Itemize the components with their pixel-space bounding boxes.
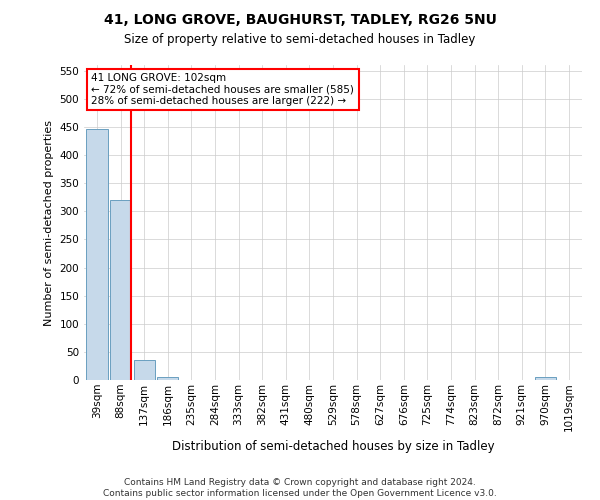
Text: 41 LONG GROVE: 102sqm
← 72% of semi-detached houses are smaller (585)
28% of sem: 41 LONG GROVE: 102sqm ← 72% of semi-deta… bbox=[91, 73, 355, 106]
Y-axis label: Number of semi-detached properties: Number of semi-detached properties bbox=[44, 120, 54, 326]
Bar bbox=[535, 377, 556, 380]
Bar bbox=[134, 360, 155, 380]
Text: Size of property relative to semi-detached houses in Tadley: Size of property relative to semi-detach… bbox=[124, 32, 476, 46]
X-axis label: Distribution of semi-detached houses by size in Tadley: Distribution of semi-detached houses by … bbox=[172, 440, 494, 452]
Bar bbox=[110, 200, 131, 380]
Bar bbox=[86, 128, 107, 380]
Bar bbox=[157, 377, 178, 380]
Text: Contains HM Land Registry data © Crown copyright and database right 2024.
Contai: Contains HM Land Registry data © Crown c… bbox=[103, 478, 497, 498]
Text: 41, LONG GROVE, BAUGHURST, TADLEY, RG26 5NU: 41, LONG GROVE, BAUGHURST, TADLEY, RG26 … bbox=[104, 12, 496, 26]
